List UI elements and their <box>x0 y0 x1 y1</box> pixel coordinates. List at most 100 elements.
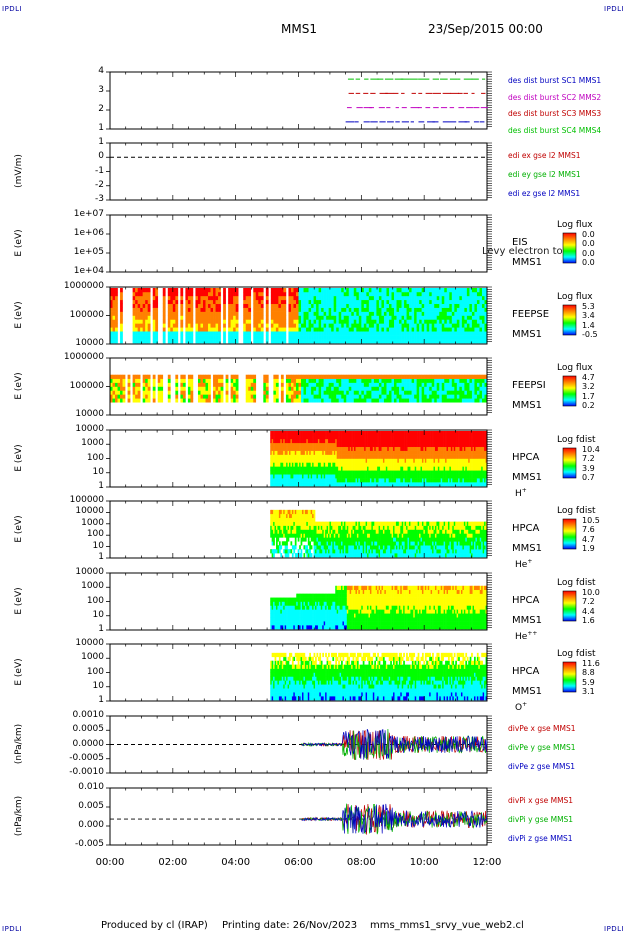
spectrogram-cell <box>400 482 403 487</box>
spectrogram-cell <box>342 450 345 455</box>
spectrogram-cell <box>343 335 347 340</box>
spectrogram-cell <box>349 474 352 479</box>
spectrogram-cell <box>180 315 184 320</box>
spectrogram-cell <box>309 478 311 483</box>
spectrogram-cell <box>283 454 285 459</box>
spectrogram-cell <box>351 478 353 483</box>
spectrogram-cell <box>170 339 174 344</box>
spectrogram-cell <box>459 288 463 293</box>
spectrogram-cell <box>110 307 113 312</box>
spectrogram-cell <box>399 288 402 293</box>
spectrogram-cell <box>322 478 324 483</box>
spectrogram-cell <box>190 398 194 403</box>
spectrogram-cell <box>307 450 310 455</box>
spectrogram-cell <box>396 390 400 395</box>
spectrogram-cell <box>464 307 468 312</box>
spectrogram-cell <box>427 442 430 448</box>
spectrogram-cell <box>346 339 350 344</box>
spectrogram-cell <box>197 382 201 387</box>
spectrogram-cell <box>303 390 307 395</box>
spectrogram-cell <box>391 390 395 395</box>
spectrogram-cell <box>205 382 209 387</box>
spectrogram-cell <box>346 374 350 379</box>
spectrogram-cell <box>420 478 423 483</box>
spectrogram-cell <box>303 291 307 297</box>
spectrogram-cell <box>298 307 302 312</box>
spectrogram-cell <box>441 315 445 320</box>
spectrogram-cell <box>363 378 367 383</box>
spectrogram-cell <box>306 431 309 436</box>
spectrogram-cell <box>313 470 316 475</box>
spectrogram-cell <box>274 466 277 471</box>
spectrogram-cell <box>406 331 410 336</box>
spectrogram-cell <box>377 470 379 475</box>
spectrogram-cell <box>115 398 118 403</box>
spectrogram-cell <box>431 303 435 308</box>
spectrogram-cell <box>218 386 221 391</box>
spectrogram-cell <box>411 446 414 451</box>
spectrogram-cell <box>459 382 463 387</box>
spectrogram-cell <box>434 303 438 308</box>
spectrogram-cell <box>469 323 473 328</box>
spectrogram-cell <box>233 386 236 391</box>
spectrogram-cell <box>265 382 269 387</box>
spectrogram-cell <box>349 431 352 436</box>
spectrogram-cell <box>361 331 365 336</box>
spectrogram-cell <box>424 327 427 332</box>
spectrogram-cell <box>293 327 297 332</box>
spectrogram-cell <box>202 323 206 328</box>
spectrogram-cell <box>336 291 340 297</box>
spectrogram-cell <box>471 374 475 379</box>
spectrogram-cell <box>274 478 277 483</box>
spectrogram-cell <box>384 462 387 467</box>
spectrogram-cell <box>255 331 259 336</box>
spectrogram-cell <box>394 462 397 467</box>
spectrogram-cell <box>339 450 342 455</box>
spectrogram-cell <box>346 315 350 320</box>
spectrogram-cell <box>218 394 221 399</box>
spectrogram-cell <box>451 299 455 305</box>
spectrogram-cell <box>200 327 204 332</box>
spectrogram-cell <box>331 339 334 344</box>
spectrogram-cell <box>274 442 277 448</box>
spectrogram-cell <box>253 339 257 344</box>
spectrogram-cell <box>369 470 372 475</box>
spectrogram-cell <box>374 450 377 455</box>
spectrogram-cell <box>449 466 452 471</box>
spectrogram-cell <box>430 482 433 487</box>
spectrogram-cell <box>187 327 191 332</box>
spectrogram-cell <box>388 394 392 399</box>
spectrogram-cell <box>304 434 307 440</box>
spectrogram-cell <box>294 454 297 459</box>
spectrogram-cell <box>343 398 347 403</box>
spectrogram-cell <box>349 438 352 444</box>
spectrogram-cell <box>328 470 330 475</box>
spectrogram-cell <box>167 335 171 340</box>
spectrogram-cell <box>421 327 425 332</box>
spectrogram-cell <box>298 378 302 383</box>
spectrogram-cell <box>411 466 414 471</box>
spectrogram-cell <box>449 394 453 399</box>
spectrogram-cell <box>326 482 329 487</box>
spectrogram-cell <box>455 470 457 475</box>
spectrogram-cell <box>291 466 294 471</box>
spectrogram-cell <box>413 450 416 455</box>
spectrogram-cell <box>277 482 280 487</box>
spectrogram-cell <box>456 378 460 383</box>
spectrogram-cell <box>349 458 352 463</box>
spectrogram-cell <box>459 398 463 403</box>
spectrogram-cell <box>182 374 186 379</box>
spectrogram-cell <box>330 470 333 475</box>
spectrogram-cell <box>326 470 329 475</box>
spectrogram-cell <box>404 442 407 448</box>
spectrogram-cell <box>348 374 352 379</box>
spectrogram-cell <box>452 458 455 463</box>
spectrogram-cell <box>145 382 148 387</box>
spectrogram-cell <box>326 478 329 483</box>
spectrogram-cell <box>410 454 413 459</box>
spectrogram-cell <box>373 378 377 383</box>
spectrogram-cell <box>175 307 179 312</box>
spectrogram-cell <box>323 382 327 387</box>
spectrogram-cell <box>437 478 440 483</box>
spectrogram-cell <box>381 303 385 308</box>
